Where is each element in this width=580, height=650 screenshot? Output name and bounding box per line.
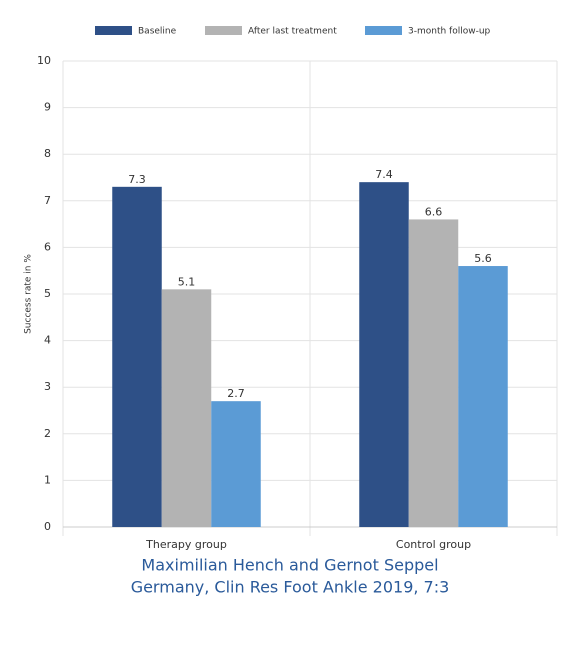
legend-label: Baseline — [138, 27, 177, 37]
y-tick-label: 5 — [44, 287, 51, 300]
y-tick-label: 10 — [37, 54, 51, 67]
value-label: 2.7 — [227, 387, 245, 400]
value-label: 6.6 — [425, 205, 443, 218]
value-label: 7.4 — [375, 168, 393, 181]
legend-swatch — [205, 26, 242, 35]
value-label: 7.3 — [128, 173, 146, 186]
bar — [408, 219, 459, 527]
bar — [161, 289, 212, 527]
value-label: 5.6 — [474, 252, 492, 265]
legend-swatch — [365, 26, 402, 35]
x-tick-label: Therapy group — [145, 538, 227, 551]
legend-label: 3-month follow-up — [408, 27, 491, 37]
y-tick-label: 8 — [44, 147, 51, 160]
y-tick-label: 2 — [44, 427, 51, 440]
legend-label: After last treatment — [248, 27, 337, 37]
caption: Germany, Clin Res Foot Ankle 2019, 7:3 — [131, 578, 450, 597]
bar — [112, 186, 162, 527]
bar — [359, 182, 409, 527]
bar — [458, 266, 508, 527]
y-tick-label: 7 — [44, 194, 51, 207]
y-tick-label: 0 — [44, 520, 51, 533]
bar — [211, 401, 261, 527]
y-tick-label: 4 — [44, 334, 51, 347]
y-tick-label: 1 — [44, 473, 51, 486]
y-tick-label: 6 — [44, 240, 51, 253]
caption: Maximilian Hench and Gernot Seppel — [141, 556, 438, 575]
y-tick-label: 3 — [44, 380, 51, 393]
y-axis-label: Success rate in % — [24, 254, 34, 334]
y-tick-label: 9 — [44, 101, 51, 114]
legend-swatch — [95, 26, 132, 35]
value-label: 5.1 — [178, 275, 196, 288]
x-tick-label: Control group — [396, 538, 471, 551]
